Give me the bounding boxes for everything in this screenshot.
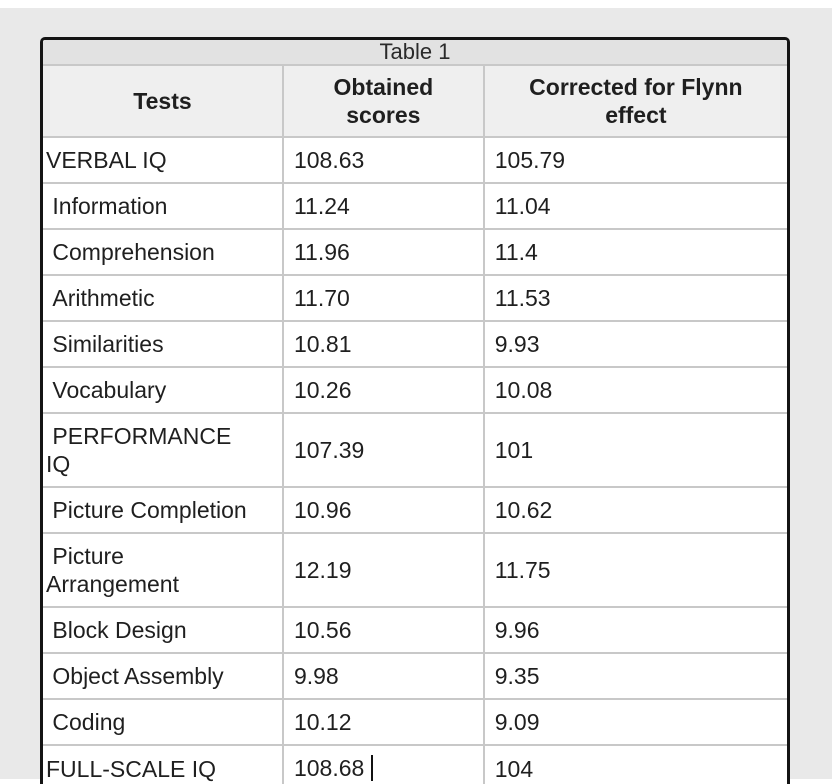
test-label-cell[interactable]: Arithmetic — [43, 274, 284, 322]
table-row: Object Assembly 9.98 9.35 — [43, 652, 787, 700]
corrected-score-cell[interactable]: 11.04 — [482, 182, 787, 230]
header-row: Tests Obtained scores Corrected for Flyn… — [43, 66, 787, 137]
corrected-score-cell[interactable]: 9.35 — [482, 652, 787, 700]
obtained-score-cell[interactable]: 10.56 — [281, 606, 485, 654]
column-header-obtained-scores[interactable]: Obtained scores — [281, 66, 485, 137]
table-caption[interactable]: Table 1 — [43, 40, 787, 66]
test-label-cell[interactable]: Picture Arrangement — [43, 532, 284, 608]
corrected-score-cell[interactable]: 10.08 — [482, 366, 787, 414]
table-row: VERBAL IQ 108.63 105.79 — [43, 136, 787, 184]
test-label-cell[interactable]: Object Assembly — [43, 652, 284, 700]
obtained-score-value: 108.68 — [293, 755, 371, 781]
corrected-score-cell[interactable]: 10.62 — [482, 486, 787, 534]
test-label-cell[interactable]: FULL-SCALE IQ — [43, 743, 284, 784]
corrected-score-cell[interactable]: 101 — [482, 412, 787, 488]
table-row: Arithmetic 11.70 11.53 — [43, 274, 787, 322]
table-row: Block Design 10.56 9.96 — [43, 606, 787, 654]
obtained-score-cell[interactable]: 108.68 — [281, 743, 485, 784]
obtained-score-cell[interactable]: 10.12 — [281, 698, 485, 746]
obtained-score-cell[interactable]: 11.24 — [281, 182, 485, 230]
table-row: Comprehension 11.96 11.4 — [43, 228, 787, 276]
scores-table-container: Table 1 Tests Obtained scores Corrected … — [40, 37, 790, 784]
test-label-cell[interactable]: Block Design — [43, 606, 284, 654]
test-label-cell[interactable]: Similarities — [43, 320, 284, 368]
table-row: Coding 10.12 9.09 — [43, 698, 787, 746]
scores-table: Tests Obtained scores Corrected for Flyn… — [43, 66, 787, 784]
corrected-score-cell[interactable]: 11.4 — [482, 228, 787, 276]
table-row: Vocabulary 10.26 10.08 — [43, 366, 787, 414]
obtained-score-cell[interactable]: 10.81 — [281, 320, 485, 368]
table-row: Similarities 10.81 9.93 — [43, 320, 787, 368]
corrected-score-cell[interactable]: 9.09 — [482, 698, 787, 746]
corrected-score-cell[interactable]: 104 — [482, 743, 787, 784]
column-header-corrected-flynn[interactable]: Corrected for Flynn effect — [482, 66, 787, 137]
test-label-cell[interactable]: PERFORMANCE IQ — [43, 412, 284, 488]
test-label-cell[interactable]: Information — [43, 182, 284, 230]
corrected-score-cell[interactable]: 9.93 — [482, 320, 787, 368]
obtained-score-cell[interactable]: 9.98 — [281, 652, 485, 700]
obtained-score-cell[interactable]: 107.39 — [281, 412, 485, 488]
obtained-score-cell[interactable]: 12.19 — [281, 532, 485, 608]
test-label-cell[interactable]: Picture Completion — [43, 486, 284, 534]
obtained-score-cell[interactable]: 108.63 — [281, 136, 485, 184]
column-header-tests[interactable]: Tests — [43, 66, 284, 137]
test-label-cell[interactable]: Vocabulary — [43, 366, 284, 414]
table-row: Picture Completion 10.96 10.62 — [43, 486, 787, 534]
obtained-score-cell[interactable]: 10.26 — [281, 366, 485, 414]
corrected-score-cell[interactable]: 11.53 — [482, 274, 787, 322]
obtained-score-cell[interactable]: 11.96 — [281, 228, 485, 276]
text-cursor — [370, 755, 373, 782]
table-row: PERFORMANCE IQ 107.39 101 — [43, 412, 787, 488]
test-label-cell[interactable]: VERBAL IQ — [43, 136, 284, 184]
table-row: Information 11.24 11.04 — [43, 182, 787, 230]
table-row: FULL-SCALE IQ 108.68 104 — [43, 743, 787, 784]
table-row: Picture Arrangement 12.19 11.75 — [43, 532, 787, 608]
obtained-score-cell[interactable]: 10.96 — [281, 486, 485, 534]
corrected-score-cell[interactable]: 9.96 — [482, 606, 787, 654]
corrected-score-cell[interactable]: 105.79 — [482, 136, 787, 184]
obtained-score-cell[interactable]: 11.70 — [281, 274, 485, 322]
corrected-score-cell[interactable]: 11.75 — [482, 532, 787, 608]
test-label-cell[interactable]: Coding — [43, 698, 284, 746]
test-label-cell[interactable]: Comprehension — [43, 228, 284, 276]
